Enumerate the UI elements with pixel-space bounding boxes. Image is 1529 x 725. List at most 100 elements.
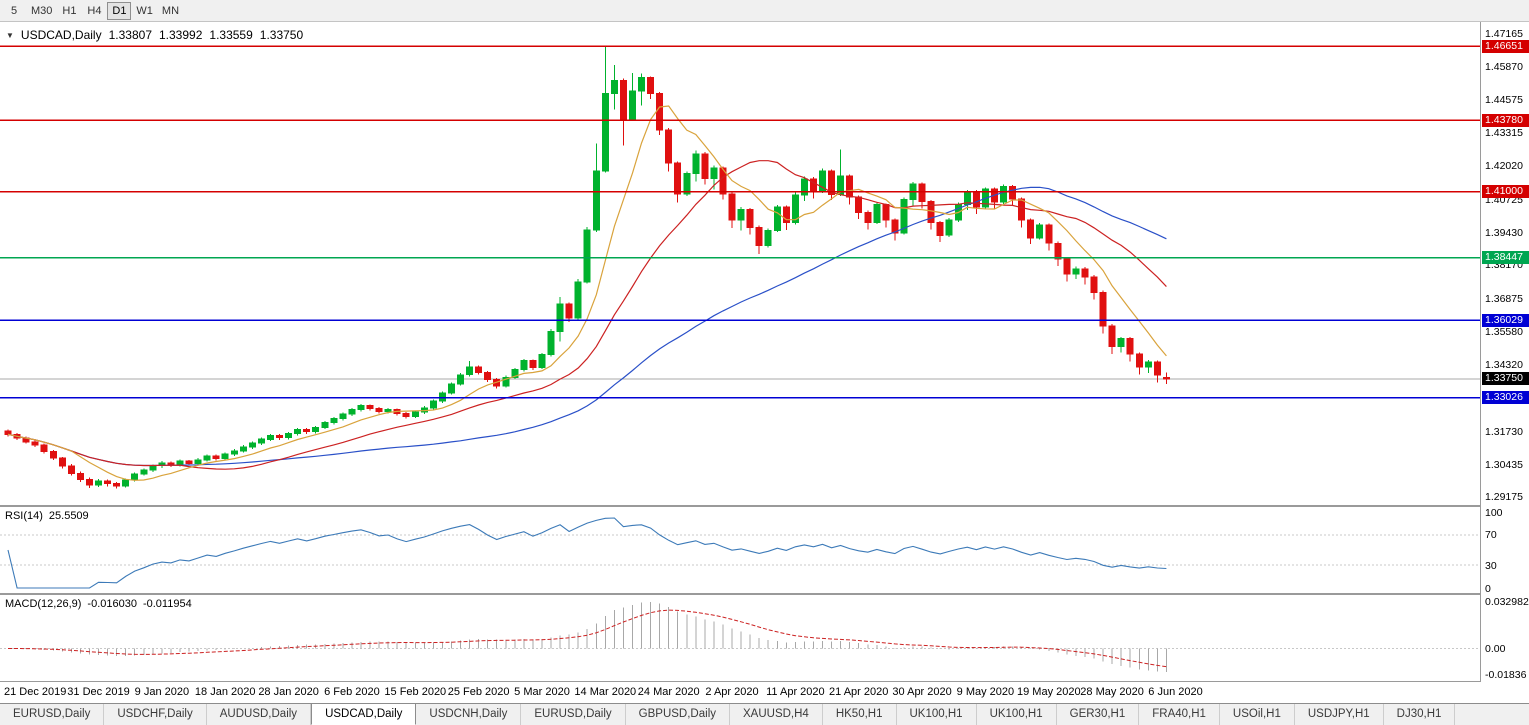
macd-scale-label: 0.00 [1485,643,1506,655]
level-price-badge: 1.46651 [1482,39,1529,53]
price-tick-label: 1.44575 [1485,94,1523,107]
rsi-indicator-label: RSI(14) 25.5509 [5,510,89,522]
current-price-badge: 1.33750 [1482,372,1529,386]
main-chart-panel[interactable]: ▼ USDCAD,Daily 1.33807 1.33992 1.33559 1… [0,22,1480,505]
macd-scale-label: -0.01836 [1485,669,1527,682]
date-label: 15 Feb 2020 [384,686,447,698]
rsi-scale-label: 100 [1485,506,1503,519]
macd-name: MACD(12,26,9) [5,598,82,610]
low-value: 1.33559 [209,28,253,42]
chart-tab-uk100-h1[interactable]: UK100,H1 [897,704,977,725]
time-axis[interactable]: 21 Dec 2019 31 Dec 2019 9 Jan 2020 18 Jan 2… [0,682,1480,703]
date-label: 21 Apr 2020 [829,686,889,698]
date-label: 9 May 2020 [956,686,1015,698]
open-value: 1.33807 [108,28,152,42]
chart-tab-audusd-daily[interactable]: AUDUSD,Daily [207,704,312,725]
macd-canvas[interactable] [0,595,1480,681]
chart-tab-usoil-h1[interactable]: USOil,H1 [1220,704,1295,725]
price-tick-label: 1.35580 [1485,326,1523,339]
rsi-scale-label: 30 [1485,559,1497,572]
high-value: 1.33992 [159,28,203,42]
main-chart-canvas[interactable] [0,22,1480,505]
panel-separator [0,681,1529,682]
level-price-badge: 1.36029 [1482,313,1529,327]
chart-tab-usdchf-daily[interactable]: USDCHF,Daily [104,704,207,725]
price-tick-label: 1.36875 [1485,292,1523,305]
timeframe-button-m30[interactable]: M30 [31,4,53,17]
macd-panel[interactable]: MACD(12,26,9) -0.016030 -0.011954 [0,595,1480,681]
candles-layer [4,45,1170,489]
chart-tab-eurusd-daily[interactable]: EURUSD,Daily [0,704,105,725]
timeframe-button-d1[interactable]: D1 [107,1,132,20]
price-tick-label: 1.39430 [1485,226,1523,239]
macd-scale-label: 0.032982 [1485,595,1529,608]
panel-separator[interactable] [0,593,1529,595]
price-tick-label: 1.30435 [1485,458,1523,471]
price-tick-label: 1.34320 [1485,358,1523,371]
macd-signal-value: -0.011954 [142,598,192,610]
symbol-dropdown-icon[interactable]: ▼ [6,30,14,40]
symbol-period-label: USDCAD,Daily [20,28,102,42]
fast-ma-line [7,105,1167,481]
timeframe-button-h1[interactable]: H1 [62,4,77,17]
chart-tab-usdcad-daily[interactable]: USDCAD,Daily [311,703,417,725]
rsi-scale-label: 70 [1485,529,1497,542]
date-label: 25 Feb 2020 [447,686,510,698]
macd-histogram [16,602,1167,673]
chart-tab-usdjpy-h1[interactable]: USDJPY,H1 [1295,704,1384,725]
rsi-name: RSI(14) [5,510,43,522]
date-label: 30 Apr 2020 [892,686,952,698]
timeframe-button-mn[interactable]: MN [161,4,180,17]
timeframe-button-w1[interactable]: W1 [136,4,153,17]
date-label: 6 Jun 2020 [1148,686,1203,698]
chart-tab-uk100-h1[interactable]: UK100,H1 [977,704,1057,725]
price-tick-label: 1.42020 [1485,160,1523,173]
chart-tab-hk50-h1[interactable]: HK50,H1 [823,704,897,725]
chart-tab-ger30-h1[interactable]: GER30,H1 [1057,704,1140,725]
price-tick-label: 1.47165 [1485,27,1523,40]
chart-tab-fra40-h1[interactable]: FRA40,H1 [1139,704,1220,725]
date-label: 2 Apr 2020 [705,686,759,698]
date-label: 28 May 2020 [1080,686,1144,698]
date-label: 9 Jan 2020 [134,686,190,698]
date-label: 28 Jan 2020 [258,686,319,698]
level-price-badge: 1.43780 [1482,113,1529,127]
rsi-canvas[interactable] [0,507,1480,593]
macd-main-value: -0.016030 [87,598,137,610]
date-label: 19 May 2020 [1016,686,1081,698]
macd-signal-line [8,609,1167,668]
macd-indicator-label: MACD(12,26,9) -0.016030 -0.011954 [5,598,192,610]
price-tick-label: 1.45870 [1485,60,1523,73]
level-price-badge: 1.41000 [1482,185,1529,199]
date-label: 21 Dec 2019 [3,686,67,698]
timeframe-button-5[interactable]: 5 [10,4,18,17]
chart-tab-usdcnh-daily[interactable]: USDCNH,Daily [416,704,522,725]
level-price-badge: 1.38447 [1482,251,1529,265]
date-label: 31 Dec 2019 [67,686,130,698]
price-tick-label: 1.29175 [1485,491,1523,504]
date-label: 6 Feb 2020 [324,686,380,698]
rsi-scale-label: 0 [1485,582,1491,595]
chart-header: ▼ USDCAD,Daily 1.33807 1.33992 1.33559 1… [6,28,303,42]
chart-area: ▼ USDCAD,Daily 1.33807 1.33992 1.33559 1… [0,22,1529,703]
chart-tab-xauusd-h4[interactable]: XAUUSD,H4 [730,704,823,725]
timeframe-button-h4[interactable]: H4 [87,4,102,17]
date-label: 5 Mar 2020 [514,686,570,698]
price-axis[interactable]: 1.47165 1.45870 1.44575 1.43315 1.42020 1.407… [1480,22,1529,682]
chart-tabbar: EURUSD,Daily USDCHF,Daily AUDUSD,Daily USDC… [0,703,1529,725]
chart-tab-eurusd-daily[interactable]: EURUSD,Daily [521,704,626,725]
price-tick-label: 1.43315 [1485,126,1523,139]
chart-tab-dj30-h1[interactable]: DJ30,H1 [1384,704,1456,725]
date-label: 11 Apr 2020 [766,686,825,698]
date-label: 24 Mar 2020 [637,686,700,698]
close-value: 1.33750 [259,28,304,42]
medium-ma-line [7,160,1167,470]
rsi-line [7,517,1167,589]
rsi-panel[interactable]: RSI(14) 25.5509 [0,507,1480,593]
price-tick-label: 1.31730 [1485,425,1523,438]
date-label: 14 Mar 2020 [574,686,637,698]
date-label: 18 Jan 2020 [194,686,256,698]
chart-tab-gbpusd-daily[interactable]: GBPUSD,Daily [626,704,730,725]
panel-separator[interactable] [0,505,1529,507]
